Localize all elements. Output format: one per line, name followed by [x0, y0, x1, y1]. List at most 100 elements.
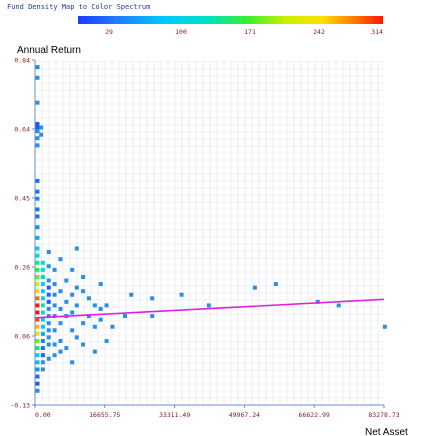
density-cell [39, 132, 44, 137]
x-tick-label: 16655.75 [89, 411, 120, 419]
density-cell [40, 260, 45, 265]
x-tick-label: 49967.24 [229, 411, 260, 419]
density-cell [40, 338, 45, 343]
x-axis-label: Net Asset [365, 427, 408, 436]
x-tick-label: 66622.99 [299, 411, 330, 419]
density-cell [46, 314, 51, 319]
x-tick-label: 83278.73 [368, 411, 399, 419]
density-cell [46, 321, 51, 326]
density-cell [74, 335, 79, 340]
density-cell [35, 374, 40, 379]
density-cell [40, 296, 45, 301]
density-cell [35, 324, 40, 329]
density-cell [35, 367, 40, 372]
density-cell [179, 292, 184, 297]
density-cell [98, 317, 103, 322]
density-cell [40, 317, 45, 322]
density-cell [46, 264, 51, 269]
density-cell [70, 292, 75, 297]
density-cell [35, 246, 40, 251]
y-axis-label: Annual Return [17, 45, 81, 56]
density-cell [92, 303, 97, 308]
density-cell [52, 292, 57, 297]
density-cell [52, 282, 57, 287]
density-cell [104, 338, 109, 343]
density-cell [46, 292, 51, 297]
x-tick-label: 33311.49 [159, 411, 190, 419]
y-tick-label: -0.13 [10, 402, 30, 410]
density-cell [273, 282, 278, 287]
density-cell [104, 303, 109, 308]
trend-line-group [34, 298, 385, 319]
density-cell [40, 310, 45, 315]
density-cell [40, 282, 45, 287]
density-cell [58, 321, 63, 326]
density-cell [35, 303, 40, 308]
density-cell [46, 299, 51, 304]
density-cell [35, 207, 40, 212]
x-tick-labels: 0.00 16655.75 33311.49 49967.24 66622.99 8327… [34, 405, 400, 419]
density-cell [35, 178, 40, 183]
density-cell [35, 360, 40, 365]
density-cell [252, 285, 257, 290]
density-cell [123, 314, 128, 319]
y-tick-label: 0.06 [14, 333, 30, 341]
legend-title: Fund Density Map to Color Spectrum [7, 3, 150, 11]
y-tick-labels: 0.84 0.64 0.45 0.26 0.06 -0.13 [10, 57, 35, 410]
density-cell [46, 250, 51, 255]
legend-tick-label: 171 [244, 28, 256, 36]
density-cell [46, 306, 51, 311]
grid-lines [34, 60, 384, 406]
density-cell [315, 299, 320, 304]
density-cell [46, 342, 51, 347]
density-cell [98, 282, 103, 287]
density-cell [70, 267, 75, 272]
density-cell [40, 346, 45, 351]
density-cell [382, 324, 387, 329]
density-cell [40, 331, 45, 336]
density-cell [40, 289, 45, 294]
density-cell [52, 342, 57, 347]
density-cell [81, 289, 86, 294]
density-cell [52, 303, 57, 308]
plot-area [35, 60, 384, 405]
trend-line [34, 298, 385, 319]
legend-tick-label: 242 [313, 28, 325, 36]
density-cell [35, 143, 40, 148]
legend-tick-label: 314 [371, 28, 383, 36]
density-cell [336, 303, 341, 308]
axes [34, 60, 384, 406]
density-cell [35, 338, 40, 343]
density-cell [74, 285, 79, 290]
density-cell [35, 310, 40, 315]
density-cell [129, 292, 134, 297]
density-cell [74, 303, 79, 308]
density-cell [35, 296, 40, 301]
density-cell [52, 267, 57, 272]
density-cell [35, 214, 40, 219]
density-cell [70, 360, 75, 365]
density-cell [35, 353, 40, 358]
density-cell [35, 122, 40, 127]
density-cell [81, 342, 86, 347]
density-cell [35, 65, 40, 70]
density-cell [40, 353, 45, 358]
density-cell [35, 267, 40, 272]
density-cell [52, 353, 57, 358]
density-cell [35, 189, 40, 194]
density-cell [35, 317, 40, 322]
density-cell [35, 346, 40, 351]
density-cell [206, 303, 211, 308]
legend-tick-label: 100 [175, 28, 187, 36]
legend-tick-label: 29 [105, 28, 113, 36]
density-cell [81, 321, 86, 326]
density-cell [58, 306, 63, 311]
density-cell [40, 303, 45, 308]
density-cell [46, 278, 51, 283]
density-cell [35, 282, 40, 287]
density-cell [110, 324, 115, 329]
density-cell [35, 196, 40, 201]
density-cell [35, 225, 40, 230]
density-cells [35, 65, 387, 393]
